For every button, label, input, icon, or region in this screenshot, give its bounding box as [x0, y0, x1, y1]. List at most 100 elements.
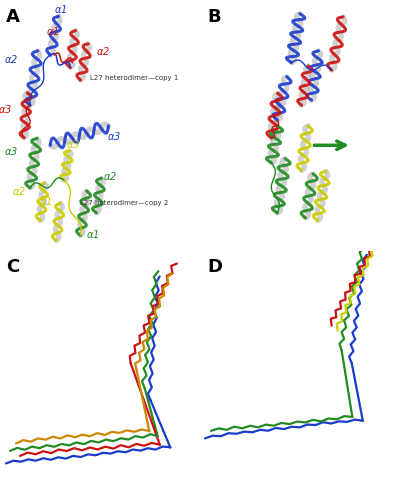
Polygon shape [270, 116, 273, 117]
Polygon shape [304, 73, 306, 74]
Polygon shape [53, 39, 54, 40]
Polygon shape [277, 103, 280, 105]
Polygon shape [26, 182, 31, 184]
Polygon shape [305, 196, 308, 197]
Polygon shape [307, 182, 311, 183]
Polygon shape [333, 35, 338, 37]
Polygon shape [22, 136, 24, 137]
Polygon shape [81, 129, 82, 135]
Polygon shape [271, 136, 275, 137]
Polygon shape [83, 46, 87, 48]
Polygon shape [36, 216, 41, 217]
Text: B: B [207, 8, 220, 26]
Polygon shape [53, 20, 57, 22]
Polygon shape [296, 164, 302, 166]
Text: $\alpha$2: $\alpha$2 [12, 185, 26, 197]
Polygon shape [330, 50, 335, 52]
Polygon shape [66, 63, 71, 64]
Polygon shape [302, 211, 306, 212]
Polygon shape [286, 57, 292, 59]
Polygon shape [290, 34, 295, 36]
Polygon shape [273, 101, 276, 102]
Polygon shape [312, 66, 316, 67]
Polygon shape [65, 152, 69, 153]
Polygon shape [271, 122, 273, 123]
Polygon shape [312, 54, 317, 56]
Polygon shape [270, 134, 275, 136]
Polygon shape [66, 63, 71, 65]
Polygon shape [293, 32, 296, 33]
Polygon shape [308, 187, 310, 188]
Polygon shape [38, 201, 42, 202]
Polygon shape [54, 239, 56, 240]
Polygon shape [275, 181, 281, 182]
Polygon shape [304, 78, 306, 79]
Polygon shape [34, 144, 36, 145]
Polygon shape [330, 49, 335, 51]
Polygon shape [55, 140, 57, 143]
Polygon shape [41, 188, 44, 189]
Polygon shape [38, 200, 42, 202]
Polygon shape [85, 44, 88, 45]
Polygon shape [316, 203, 320, 205]
Polygon shape [38, 200, 43, 201]
Polygon shape [79, 73, 81, 74]
Polygon shape [292, 23, 297, 24]
Polygon shape [30, 68, 35, 69]
Polygon shape [306, 185, 310, 187]
Polygon shape [335, 47, 336, 48]
Polygon shape [321, 185, 323, 186]
Polygon shape [273, 117, 277, 119]
Polygon shape [67, 62, 71, 63]
Polygon shape [331, 48, 335, 50]
Polygon shape [60, 176, 65, 177]
Polygon shape [32, 53, 37, 54]
Polygon shape [273, 210, 277, 212]
Polygon shape [48, 52, 51, 54]
Polygon shape [310, 68, 315, 70]
Polygon shape [294, 20, 298, 22]
Polygon shape [294, 37, 295, 38]
Polygon shape [65, 152, 69, 153]
Polygon shape [330, 51, 334, 53]
Polygon shape [30, 157, 34, 158]
Polygon shape [290, 45, 294, 46]
Polygon shape [271, 105, 275, 107]
Polygon shape [320, 173, 324, 175]
Polygon shape [37, 218, 41, 219]
Polygon shape [302, 148, 304, 149]
Polygon shape [28, 85, 33, 87]
Polygon shape [52, 38, 54, 39]
Polygon shape [297, 101, 302, 102]
Polygon shape [300, 90, 303, 91]
Polygon shape [288, 46, 293, 48]
Polygon shape [299, 163, 302, 164]
Polygon shape [97, 183, 100, 184]
Polygon shape [30, 154, 35, 155]
Polygon shape [267, 160, 271, 161]
Polygon shape [80, 73, 82, 74]
Polygon shape [76, 230, 81, 232]
Polygon shape [56, 207, 60, 208]
Polygon shape [52, 235, 57, 237]
Polygon shape [27, 186, 30, 187]
Polygon shape [81, 203, 85, 204]
Polygon shape [332, 62, 333, 63]
Polygon shape [39, 186, 44, 187]
Polygon shape [279, 170, 283, 171]
Polygon shape [32, 67, 35, 68]
Polygon shape [55, 22, 57, 23]
Polygon shape [30, 70, 35, 72]
Polygon shape [315, 201, 320, 203]
Polygon shape [67, 64, 71, 66]
Polygon shape [63, 164, 67, 166]
Polygon shape [64, 167, 66, 168]
Polygon shape [24, 106, 26, 107]
Polygon shape [77, 75, 81, 77]
Polygon shape [83, 204, 85, 205]
Polygon shape [41, 184, 44, 185]
Polygon shape [63, 165, 67, 167]
Polygon shape [27, 99, 31, 100]
Polygon shape [270, 133, 275, 135]
Polygon shape [273, 107, 275, 108]
